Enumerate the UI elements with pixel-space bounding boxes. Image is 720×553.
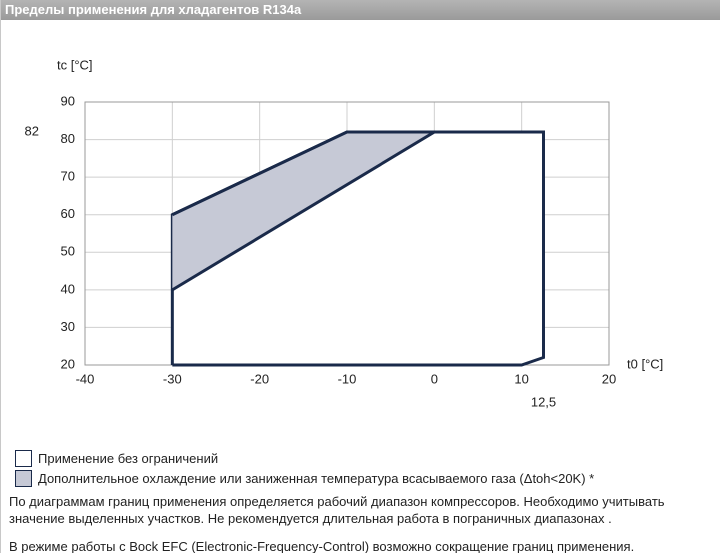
legend-label: Применение без ограничений (38, 450, 219, 466)
header-title: Пределы применения для хладагентов R134a (1, 0, 720, 20)
y-mark-label: 82 (25, 123, 39, 138)
x-axis-label: t0 [°C] (627, 356, 663, 371)
note: По диаграммам границ применения определя… (9, 494, 665, 526)
region (171, 130, 440, 292)
legend-swatch (15, 449, 32, 467)
y-tick-label: 70 (61, 169, 75, 184)
y-tick-label: 20 (61, 356, 75, 371)
legend-item: Дополнительное охлаждение или заниженная… (15, 468, 594, 488)
y-tick-label: 80 (61, 131, 75, 146)
x-tick-label: 0 (431, 371, 438, 386)
note: В режиме работы с Bock EFC (Electronic-F… (9, 539, 635, 553)
y-tick-label: 50 (61, 244, 75, 259)
x-tick-label: 10 (514, 371, 528, 386)
y-tick-label: 90 (61, 93, 75, 108)
y-tick-label: 40 (61, 281, 75, 296)
legend-swatch (15, 469, 32, 487)
y-tick-label: 30 (61, 319, 75, 334)
legend-label: Дополнительное охлаждение или заниженная… (38, 470, 595, 486)
x-tick-label: -30 (163, 371, 182, 386)
y-tick-label: 60 (61, 206, 75, 221)
x-mark-label: 12,5 (531, 394, 556, 409)
legend: Применение без ограничений Дополнительно… (15, 448, 594, 488)
y-axis-label: tc [°C] (57, 57, 93, 72)
chart: -40 -30 -20 -10 0 10 20 20 30 40 50 60 70 80 90 12,5 82 t… (25, 57, 664, 409)
legend-item: Применение без ограничений (15, 448, 594, 468)
x-tick-label: 20 (602, 371, 616, 386)
x-tick-label: -10 (338, 371, 357, 386)
x-tick-label: -20 (250, 371, 269, 386)
x-tick-label: -40 (76, 371, 95, 386)
